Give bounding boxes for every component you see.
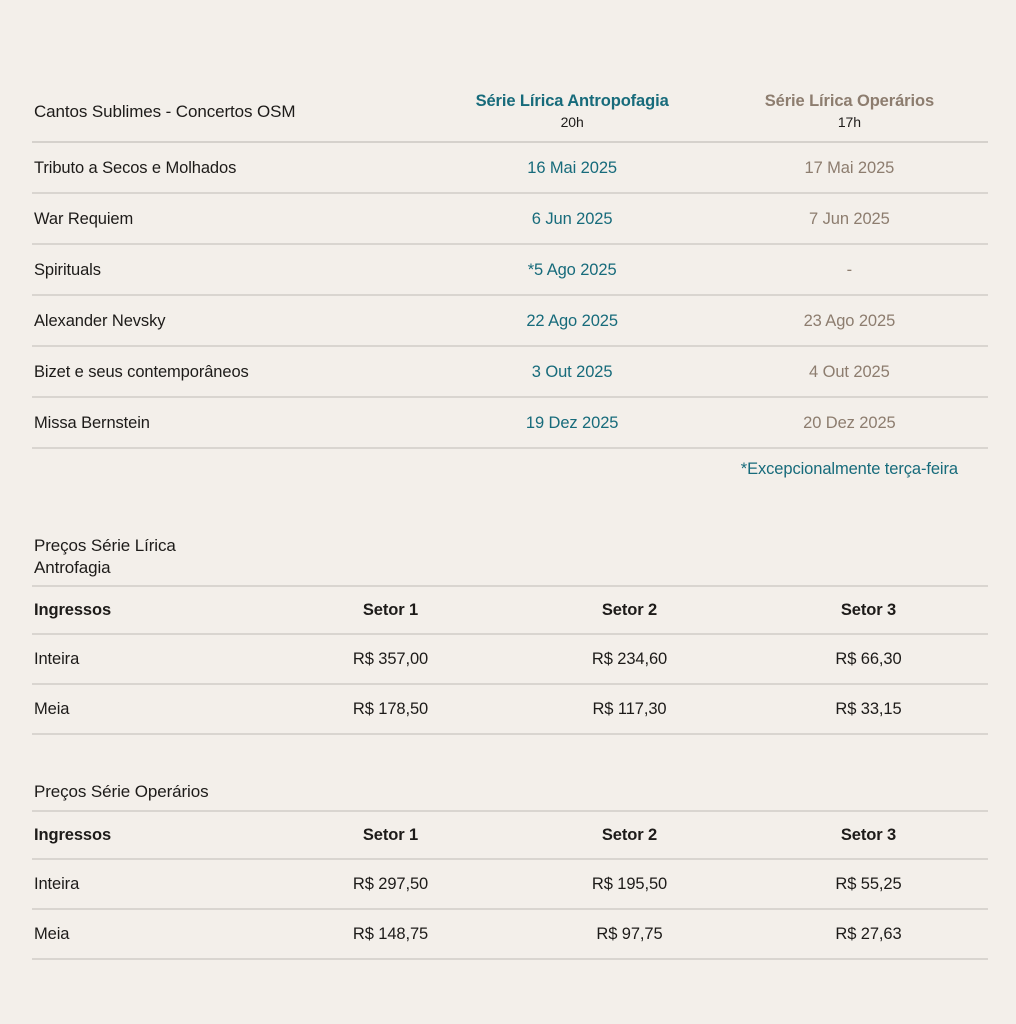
column-header-operarios: Série Lírica Operários 17h xyxy=(710,85,988,143)
schedule-footnote: *Excepcionalmente terça-feira xyxy=(740,460,958,478)
section-title-text: Preços Série Operários xyxy=(34,782,209,801)
concert-name: Alexander Nevsky xyxy=(32,295,434,347)
prices-table-operarios: Ingressos Setor 1 Setor 2 Setor 3 Inteir… xyxy=(32,811,988,960)
date-antropofagia: 3 Out 2025 xyxy=(433,346,711,398)
schedule-table: Cantos Sublimes - Concertos OSM Série Lí… xyxy=(32,85,988,485)
concert-name: Bizet e seus contemporâneos xyxy=(32,346,434,398)
date-antropofagia: 16 Mai 2025 xyxy=(433,142,711,194)
prices-header-row: Ingressos Setor 1 Setor 2 Setor 3 xyxy=(32,811,988,860)
date-operarios: - xyxy=(710,244,988,296)
price-setor-3: R$ 55,25 xyxy=(749,858,988,910)
series-antropofagia-time: 20h xyxy=(560,114,584,130)
price-setor-3: R$ 33,15 xyxy=(749,684,988,735)
date-operarios: 7 Jun 2025 xyxy=(710,193,988,245)
spacer-cell xyxy=(434,448,711,485)
price-setor-2: R$ 234,60 xyxy=(510,634,749,685)
series-operarios-label: Série Lírica Operários xyxy=(764,92,935,110)
price-setor-1: R$ 148,75 xyxy=(271,908,510,960)
date-operarios: 17 Mai 2025 xyxy=(710,142,988,194)
price-setor-1: R$ 297,50 xyxy=(271,858,510,910)
date-antropofagia: 19 Dez 2025 xyxy=(433,397,711,449)
price-row: Meia R$ 178,50 R$ 117,30 R$ 33,15 xyxy=(32,684,988,735)
header-setor-3: Setor 3 xyxy=(749,811,988,860)
price-setor-1: R$ 357,00 xyxy=(271,634,510,685)
series-antropofagia-label: Série Lírica Antropofagia xyxy=(475,92,669,110)
spacer-cell xyxy=(32,448,434,485)
concert-info-page: Cantos Sublimes - Concertos OSM Série Lí… xyxy=(32,85,988,960)
section-title-prices-operarios: Preços Série Operários xyxy=(32,781,988,812)
header-setor-1: Setor 1 xyxy=(271,587,510,635)
section-title-prices-antropofagia: Preços Série Lírica Antrofagia xyxy=(32,535,988,587)
price-setor-2: R$ 117,30 xyxy=(510,684,749,735)
schedule-row: Alexander Nevsky 22 Ago 2025 23 Ago 2025 xyxy=(32,295,988,347)
price-setor-2: R$ 97,75 xyxy=(510,908,749,960)
ticket-type: Meia xyxy=(32,684,271,735)
header-setor-2: Setor 2 xyxy=(510,587,749,635)
schedule-row: Bizet e seus contemporâneos 3 Out 2025 4… xyxy=(32,346,988,398)
schedule-row: Missa Bernstein 19 Dez 2025 20 Dez 2025 xyxy=(32,397,988,449)
schedule-row: Tributo a Secos e Molhados 16 Mai 2025 1… xyxy=(32,142,988,194)
prices-table-antropofagia: Ingressos Setor 1 Setor 2 Setor 3 Inteir… xyxy=(32,587,988,735)
price-setor-1: R$ 178,50 xyxy=(271,684,510,735)
column-header-antropofagia: Série Lírica Antropofagia 20h xyxy=(433,85,711,143)
page-title: Cantos Sublimes - Concertos OSM xyxy=(32,85,434,143)
date-operarios: 4 Out 2025 xyxy=(710,346,988,398)
price-row: Meia R$ 148,75 R$ 97,75 R$ 27,63 xyxy=(32,908,988,960)
series-operarios-time: 17h xyxy=(837,114,861,130)
header-ingressos: Ingressos xyxy=(32,587,271,635)
ticket-type: Meia xyxy=(32,908,271,960)
date-antropofagia: 6 Jun 2025 xyxy=(433,193,711,245)
section-title-text: Preços Série Lírica Antrofagia xyxy=(34,536,176,577)
price-setor-3: R$ 27,63 xyxy=(749,908,988,960)
date-operarios: 20 Dez 2025 xyxy=(710,397,988,449)
prices-header-row: Ingressos Setor 1 Setor 2 Setor 3 xyxy=(32,587,988,635)
schedule-row: War Requiem 6 Jun 2025 7 Jun 2025 xyxy=(32,193,988,245)
price-row: Inteira R$ 297,50 R$ 195,50 R$ 55,25 xyxy=(32,858,988,910)
concert-name: War Requiem xyxy=(32,193,434,245)
header-ingressos: Ingressos xyxy=(32,811,271,860)
header-setor-3: Setor 3 xyxy=(749,587,988,635)
date-operarios: 23 Ago 2025 xyxy=(710,295,988,347)
concert-name: Spirituals xyxy=(32,244,434,296)
schedule-row: Spirituals *5 Ago 2025 - xyxy=(32,244,988,296)
schedule-header-row: Cantos Sublimes - Concertos OSM Série Lí… xyxy=(32,85,988,143)
footnote-row: *Excepcionalmente terça-feira xyxy=(32,448,988,485)
date-antropofagia: 22 Ago 2025 xyxy=(433,295,711,347)
header-setor-1: Setor 1 xyxy=(271,811,510,860)
ticket-type: Inteira xyxy=(32,634,271,685)
ticket-type: Inteira xyxy=(32,858,271,910)
price-row: Inteira R$ 357,00 R$ 234,60 R$ 66,30 xyxy=(32,634,988,685)
price-setor-3: R$ 66,30 xyxy=(749,634,988,685)
concert-name: Missa Bernstein xyxy=(32,397,434,449)
concert-name: Tributo a Secos e Molhados xyxy=(32,142,434,194)
header-setor-2: Setor 2 xyxy=(510,811,749,860)
price-setor-2: R$ 195,50 xyxy=(510,858,749,910)
date-antropofagia: *5 Ago 2025 xyxy=(433,244,711,296)
